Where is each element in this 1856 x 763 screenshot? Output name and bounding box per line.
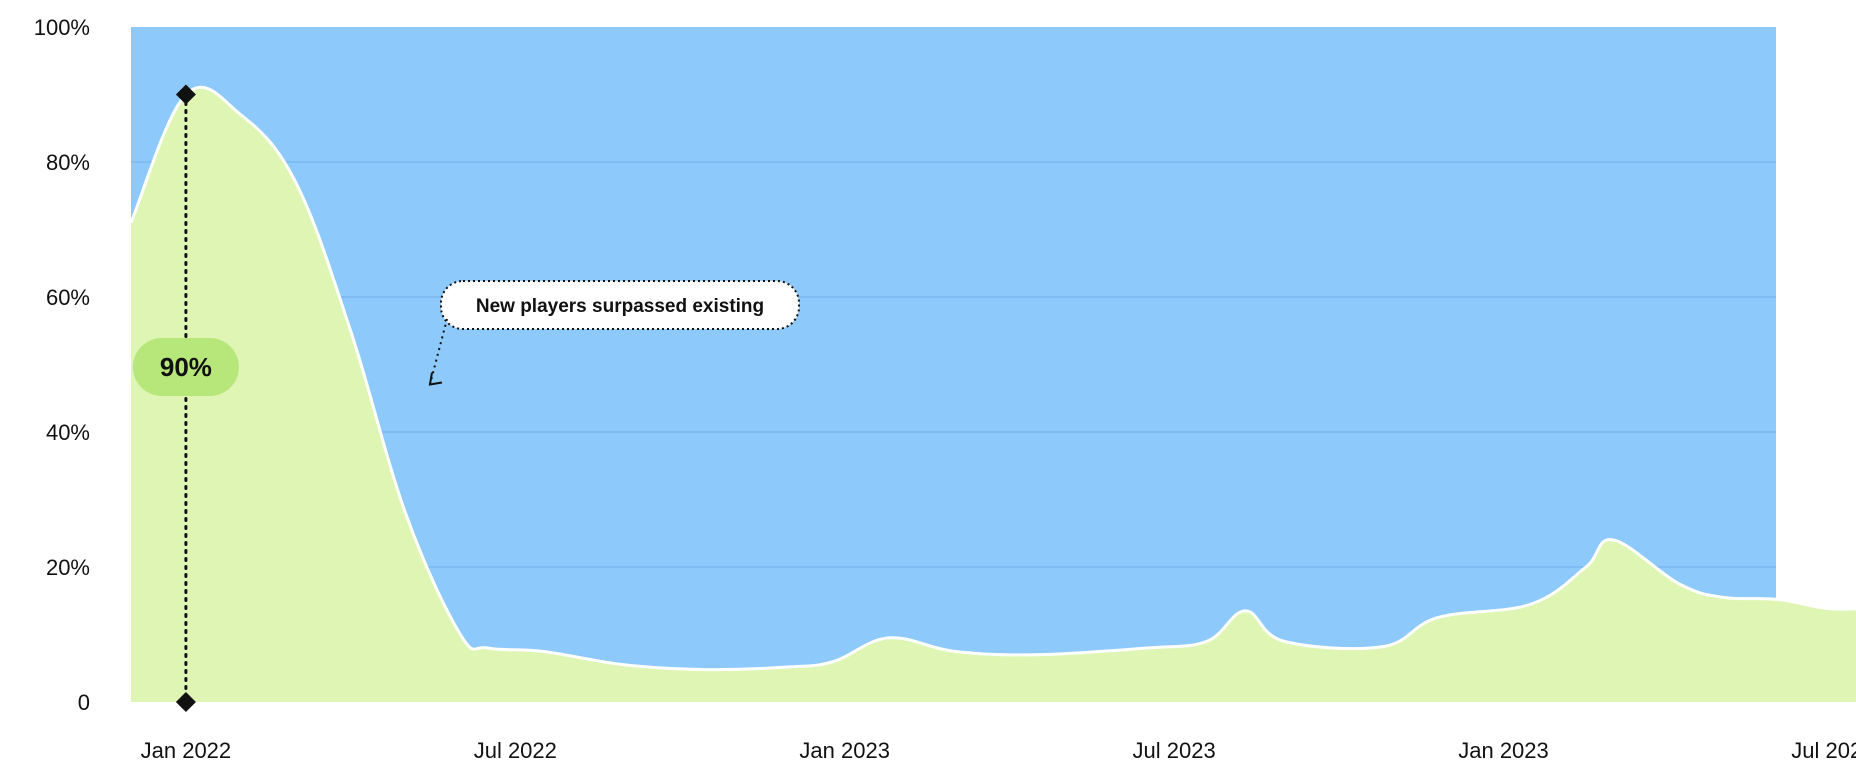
y-tick-label: 20% <box>46 555 90 580</box>
y-tick-label: 100% <box>34 15 90 40</box>
x-tick-label: Jul 2024 <box>1791 738 1856 763</box>
value-pill-label: 90% <box>160 352 212 382</box>
value-pill <box>132 338 239 396</box>
x-tick-label: Jan 2022 <box>141 738 232 763</box>
y-tick-label: 80% <box>46 150 90 175</box>
y-tick-label: 0 <box>78 690 90 715</box>
y-tick-label: 40% <box>46 420 90 445</box>
new-players-boundary-line <box>129 85 1856 672</box>
x-tick-label: Jan 2023 <box>799 738 890 763</box>
value-markers: 90%14% <box>132 84 239 712</box>
x-tick-label: Jan 2023 <box>1458 738 1549 763</box>
annotation-arrowhead <box>428 372 443 386</box>
marker-top-diamond <box>175 84 196 105</box>
x-tick-label: Jul 2022 <box>474 738 557 763</box>
value-marker: 90% <box>132 84 239 712</box>
marker-bottom-diamond <box>175 692 196 712</box>
annotation: New players surpassed existing <box>428 280 800 386</box>
y-tick-label: 60% <box>46 285 90 310</box>
x-axis: Jan 2022 Jul 2022 Jan 2023 Jul 2023 Jan 2023… <box>141 738 1856 763</box>
annotation-text: New players surpassed existing <box>476 296 764 317</box>
y-axis: 0 20% 40% 60% 80% 100% <box>34 15 90 715</box>
new-players-area <box>131 87 1856 702</box>
x-tick-label: Jul 2023 <box>1133 738 1216 763</box>
annotation-box <box>440 280 800 330</box>
